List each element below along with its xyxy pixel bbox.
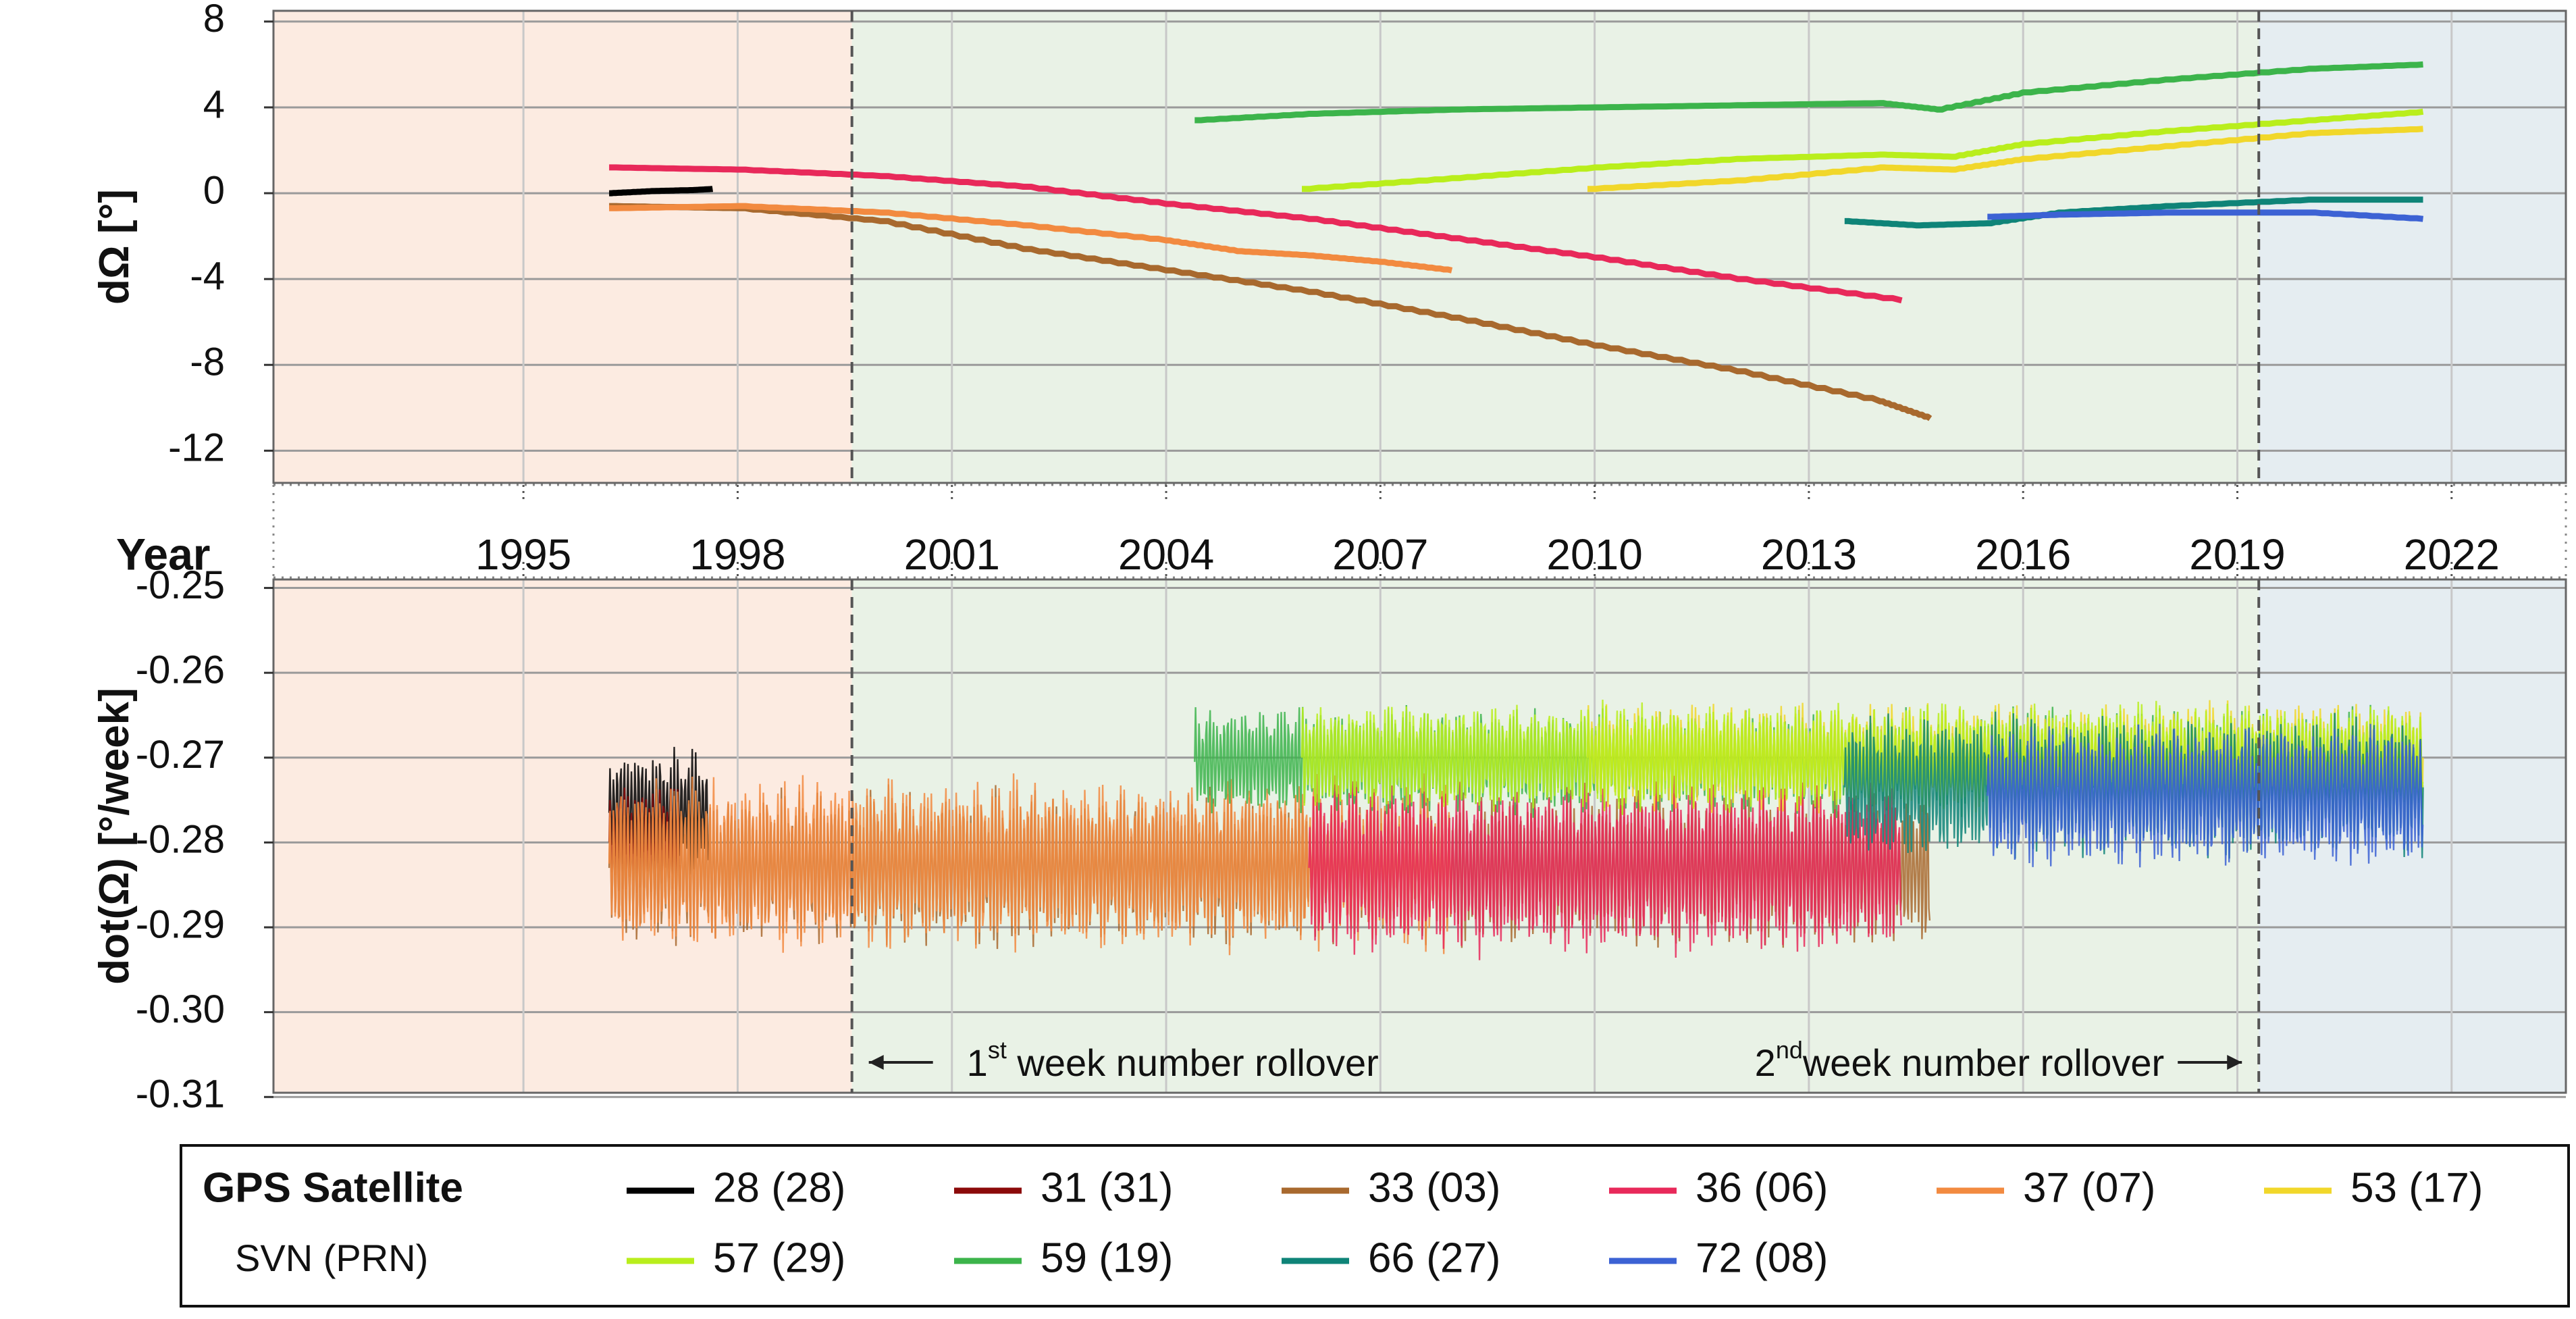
x-tick-label: 2001 [904, 530, 1000, 579]
panel-frame [272, 578, 2567, 1094]
legend-label-svn-36: 36 (06) [1696, 1164, 1828, 1211]
series-band-svn-36 [1308, 775, 1902, 960]
y-tick-label: -0.31 [136, 1072, 225, 1116]
year-axis-title: Year [116, 529, 210, 579]
series-line-svn-72 [1987, 209, 2424, 222]
series-line-svn-57 [1302, 108, 2424, 192]
y-tick-label: 0 [203, 168, 225, 212]
series-line-svn-53 [1587, 126, 2423, 192]
y-tick-label: -12 [168, 426, 225, 470]
top-panel-background [273, 11, 2566, 483]
bottom-panel-y-axis: -0.25 -0.26 -0.27 -0.28 -0.29 -0.30 -0.31 [136, 563, 273, 1116]
panel-frame [272, 9, 2567, 484]
rollover-arrowhead-1 [868, 1055, 884, 1070]
legend-label-svn-28: 28 (28) [713, 1164, 845, 1211]
region-band-2 [2259, 11, 2566, 483]
y-tick-label: -8 [190, 340, 225, 384]
x-tick-label: 2004 [1118, 530, 1214, 579]
legend-label-svn-72: 72 (08) [1696, 1235, 1828, 1281]
series-line-svn-59 [1194, 61, 2423, 124]
x-tick-label: 1998 [689, 530, 785, 579]
x-tick-label: 2010 [1546, 530, 1642, 579]
legend-title: GPS Satellite [203, 1164, 463, 1211]
x-tick-label: 1995 [475, 530, 571, 579]
rollover-markers: 1st week number rollover 2ndweek number r… [850, 11, 2261, 1093]
legend-label-svn-57: 57 (29) [713, 1235, 845, 1281]
region-band-0 [273, 579, 852, 1093]
y-tick-label: 8 [203, 0, 225, 41]
legend-label-svn-59: 59 (19) [1041, 1235, 1173, 1281]
y-tick-label: -0.27 [136, 733, 225, 777]
series-band-svn-72 [1987, 723, 2424, 868]
legend-label-svn-53: 53 (17) [2350, 1164, 2483, 1211]
top-panel-series [608, 61, 2424, 421]
region-band-1 [851, 11, 2259, 483]
x-tick-label: 2007 [1332, 530, 1428, 579]
x-tick-label: 2019 [2189, 530, 2285, 579]
y-tick-label: -0.28 [136, 818, 225, 862]
y-tick-label: -0.30 [136, 987, 225, 1031]
y-tick-label: -0.26 [136, 648, 225, 692]
rollover-arrowhead-2 [2227, 1055, 2242, 1070]
y-tick-label: -4 [190, 254, 225, 298]
bottom-panel-series [608, 699, 2424, 960]
top-panel-y-axis: 8 4 0 -4 -8 -12 [168, 0, 273, 470]
rollover-label-2: 2ndweek number rollover [1755, 1036, 2165, 1084]
x-tick-label: 2016 [1975, 530, 2071, 579]
x-tick-label: 2013 [1761, 530, 1857, 579]
region-band-0 [273, 11, 852, 483]
series-line-svn-36 [609, 164, 1903, 304]
legend-label-svn-37: 37 (07) [2023, 1164, 2155, 1211]
rollover-label-1: 1st week number rollover [967, 1036, 1379, 1084]
bottom-panel-y-title: dot(Ω) [°/week] [91, 688, 138, 985]
legend-label-svn-31: 31 (31) [1041, 1164, 1173, 1211]
legend-label-svn-33: 33 (03) [1368, 1164, 1500, 1211]
legend-subtitle: SVN (PRN) [235, 1237, 428, 1279]
year-axis: Year 1995 1998 2001 2004 2007 2010 2013 2016 201… [116, 484, 2567, 579]
y-tick-label: -0.29 [136, 902, 225, 946]
y-tick-label: -0.25 [136, 563, 225, 607]
legend-label-svn-66: 66 (27) [1368, 1235, 1500, 1281]
top-panel-y-title: dΩ [°] [91, 189, 138, 305]
legend-box [180, 1144, 2570, 1308]
series-line-svn-28 [608, 186, 715, 197]
y-tick-label: 4 [203, 82, 225, 126]
x-tick-label: 2022 [2404, 530, 2500, 579]
series-line-svn-33 [609, 203, 1933, 421]
legend: GPS Satellite SVN (PRN) 28 (28) 31 (31) 33… [180, 1144, 2570, 1308]
series-line-svn-37 [609, 203, 1453, 274]
